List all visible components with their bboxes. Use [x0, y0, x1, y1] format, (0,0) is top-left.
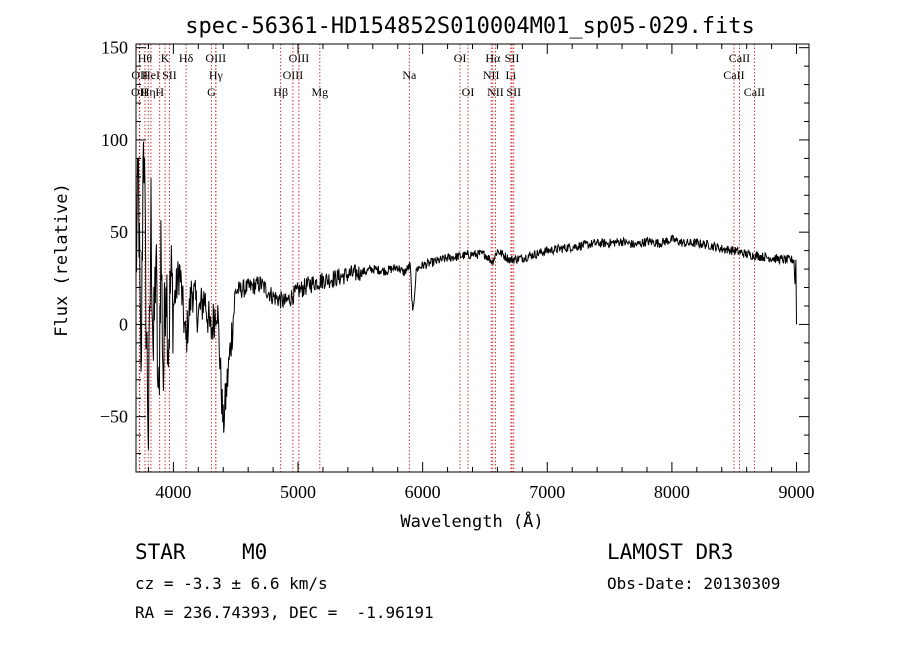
y-tick-label: 150 [101, 38, 128, 58]
plot-frame [135, 43, 810, 473]
spectral-line-label: OII [131, 85, 148, 99]
chart-title: spec-56361-HD154852S010004M01_sp05-029.f… [185, 14, 755, 39]
spectral-line-label: OIII [205, 51, 226, 65]
x-tick-label: 7000 [529, 482, 565, 502]
spectral-line-label: Hβ [273, 85, 288, 99]
spectral-line-label: SII [505, 51, 520, 65]
spectral-line-label: CaII [729, 51, 750, 65]
redshift-readout: cz = -3.3 ± 6.6 km/s [135, 574, 328, 593]
spectral-line-label: SII [506, 85, 521, 99]
x-tick-label: 4000 [155, 482, 191, 502]
spectral-line-label: Hγ [209, 68, 224, 82]
spectral-line-label: G [207, 85, 216, 99]
spectral-line-label: Hη [141, 85, 156, 99]
spectral-line-label: NII [487, 85, 504, 99]
spectral-line-label: NII [483, 68, 500, 82]
spectral-line-label: Hθ [138, 51, 153, 65]
survey-name: LAMOST DR3 [607, 540, 734, 564]
object-class: STAR [135, 540, 186, 564]
spectral-line-label: K [161, 51, 170, 65]
spectral-line-label: H [155, 85, 164, 99]
x-axis-label: Wavelength (Å) [400, 510, 543, 532]
spectral-line-label: Hδ [179, 51, 194, 65]
y-tick-label: 100 [101, 130, 128, 150]
coordinates-readout: RA = 236.74393, DEC = -1.96191 [135, 603, 434, 622]
spectral-line-label: SII [162, 68, 177, 82]
y-tick-label: 50 [110, 222, 128, 242]
spectral-line-label: CaII [744, 85, 765, 99]
x-tick-label: 6000 [405, 482, 441, 502]
y-tick-label: 0 [119, 314, 128, 334]
spectral-line-label: Hα [485, 51, 501, 65]
y-axis-label: Flux (relative) [52, 183, 72, 337]
observation-date: Obs-Date: 20130309 [607, 574, 781, 593]
y-tick-label: −50 [100, 407, 128, 427]
spectral-line-label: HeI [142, 68, 160, 82]
object-subclass: M0 [242, 540, 268, 564]
spectral-line-label: Na [402, 68, 417, 82]
spectral-line-label: OIII [283, 68, 304, 82]
x-tick-label: 5000 [280, 482, 316, 502]
x-tick-label: 9000 [779, 482, 815, 502]
x-tick-label: 8000 [654, 482, 690, 502]
spectral-line-label: OIII [289, 51, 310, 65]
spectral-line-label: CaII [723, 68, 744, 82]
spectral-line-label: Li [506, 68, 517, 82]
spectral-line-label: Mg [311, 85, 328, 99]
spectrum-line [135, 141, 797, 450]
spectral-line-label: OI [454, 51, 467, 65]
spectral-line-label: OI [462, 85, 475, 99]
